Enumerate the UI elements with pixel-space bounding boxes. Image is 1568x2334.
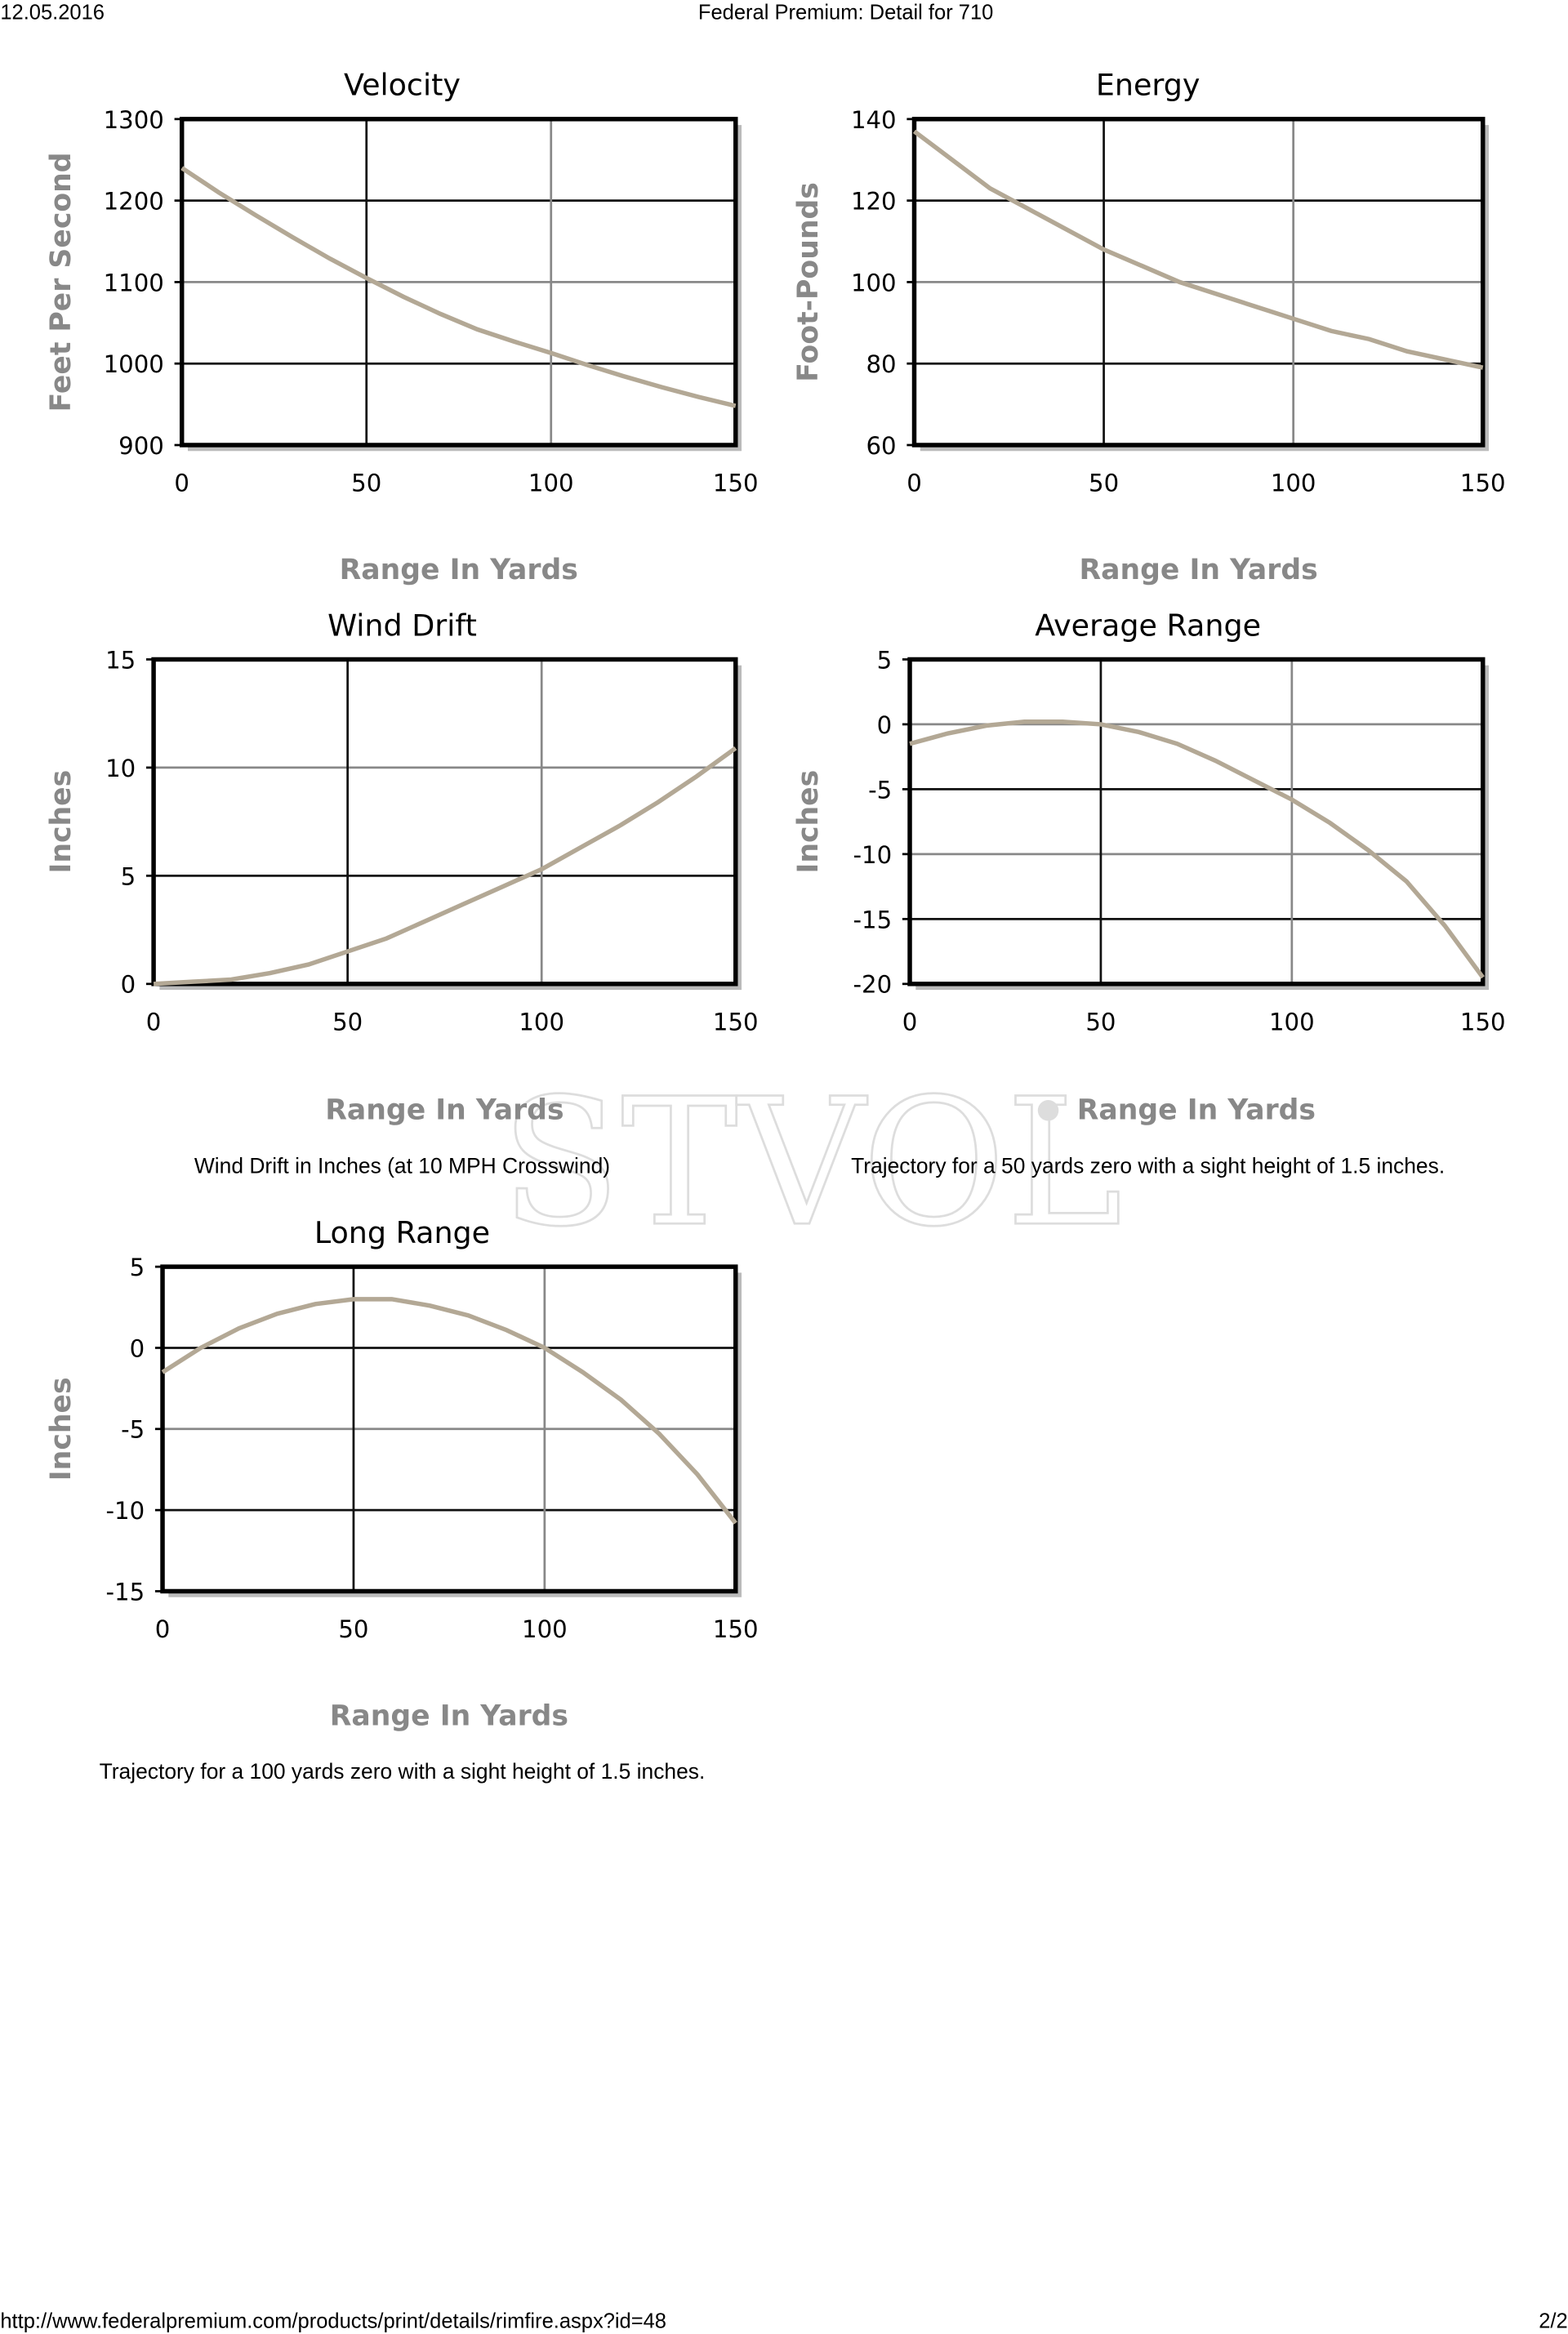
y-tick-label: 900 [118, 432, 164, 460]
chart-title: Wind Drift [327, 608, 477, 643]
y-tick-label: 1200 [104, 188, 164, 216]
y-tick-label: 15 [105, 646, 136, 674]
y-tick-label: 120 [851, 188, 897, 216]
y-axis-label: Inches [45, 1377, 78, 1481]
header-title: Federal Premium: Detail for 710 [698, 2, 993, 24]
x-tick-label: 50 [1085, 1008, 1116, 1036]
y-tick-label: -10 [106, 1497, 145, 1525]
y-tick-label: 80 [866, 350, 897, 378]
x-tick-label: 100 [528, 469, 574, 497]
y-tick-label: 100 [851, 269, 897, 296]
chart-caption: Trajectory for a 100 yards zero with a s… [100, 1759, 706, 1784]
chart-caption: Trajectory for a 50 yards zero with a si… [851, 1153, 1445, 1178]
y-tick-label: 5 [877, 646, 893, 674]
x-tick-label: 0 [174, 469, 189, 497]
plot-frame [907, 657, 1486, 987]
y-tick-label: -5 [121, 1416, 145, 1444]
data-line [180, 166, 737, 408]
x-axis-label: Range In Yards [325, 1094, 564, 1127]
y-axis-label: Foot-Pounds [792, 182, 825, 382]
chart-title: Average Range [1035, 608, 1261, 643]
chart-title: Energy [1096, 68, 1200, 103]
y-tick-label: -10 [853, 841, 893, 869]
footer-url: http://www.federalpremium.com/products/p… [0, 2310, 666, 2333]
header-date: 12.05.2016 [0, 2, 105, 24]
y-tick-label: 1300 [104, 106, 164, 134]
x-tick-label: 0 [146, 1008, 162, 1036]
legend-dot [1037, 1099, 1059, 1121]
y-tick-label: -15 [853, 906, 893, 933]
y-axis-label: Feet Per Second [45, 152, 78, 412]
y-tick-label: -15 [106, 1578, 145, 1606]
x-axis-label: Range In Yards [1079, 554, 1317, 586]
y-tick-label: 5 [121, 862, 136, 890]
y-tick-label: 140 [851, 106, 897, 134]
y-tick-label: 0 [877, 711, 893, 739]
x-tick-label: 50 [338, 1615, 368, 1643]
y-tick-label: 1000 [104, 350, 164, 378]
x-tick-label: 150 [713, 469, 759, 497]
data-line [912, 129, 1484, 370]
y-axis-label: Inches [792, 770, 825, 874]
x-tick-label: 0 [155, 1615, 171, 1643]
y-tick-label: 1100 [104, 269, 164, 296]
data-line [161, 1297, 737, 1525]
data-line [153, 746, 737, 987]
y-tick-label: 60 [866, 432, 897, 460]
y-tick-label: 0 [130, 1334, 145, 1362]
y-tick-label: 0 [121, 971, 136, 999]
chart-caption: Wind Drift in Inches (at 10 MPH Crosswin… [194, 1153, 610, 1178]
x-tick-label: 150 [1460, 1008, 1506, 1036]
plot-frame [179, 117, 738, 448]
x-axis-label: Range In Yards [1077, 1094, 1316, 1127]
x-tick-label: 0 [906, 469, 922, 497]
x-tick-label: 100 [522, 1615, 568, 1643]
x-tick-label: 100 [1271, 469, 1316, 497]
x-axis-label: Range In Yards [340, 554, 578, 586]
x-tick-label: 0 [902, 1008, 918, 1036]
chart-title: Velocity [344, 68, 461, 103]
x-tick-label: 100 [519, 1008, 564, 1036]
y-tick-label: -20 [853, 971, 893, 999]
y-axis-label: Inches [45, 770, 78, 874]
plot-frame [151, 657, 738, 987]
y-tick-label: 10 [105, 755, 136, 782]
plot-area [910, 659, 1483, 984]
plot-frame [160, 1264, 738, 1594]
x-tick-label: 100 [1269, 1008, 1315, 1036]
plot-frame [911, 117, 1486, 448]
chart-title: Long Range [314, 1215, 490, 1250]
x-tick-label: 50 [1089, 469, 1119, 497]
x-tick-label: 50 [332, 1008, 363, 1036]
y-tick-label: 5 [130, 1254, 145, 1281]
x-tick-label: 150 [713, 1615, 759, 1643]
data-line [909, 719, 1485, 979]
y-tick-label: -5 [868, 776, 892, 804]
footer-page: 2/2 [1539, 2310, 1567, 2333]
x-tick-label: 150 [1460, 469, 1506, 497]
x-axis-label: Range In Yards [330, 1700, 568, 1733]
watermark: STVOL [501, 1060, 1122, 1265]
x-tick-label: 150 [713, 1008, 759, 1036]
plot-area [154, 659, 736, 984]
x-tick-label: 50 [351, 469, 381, 497]
